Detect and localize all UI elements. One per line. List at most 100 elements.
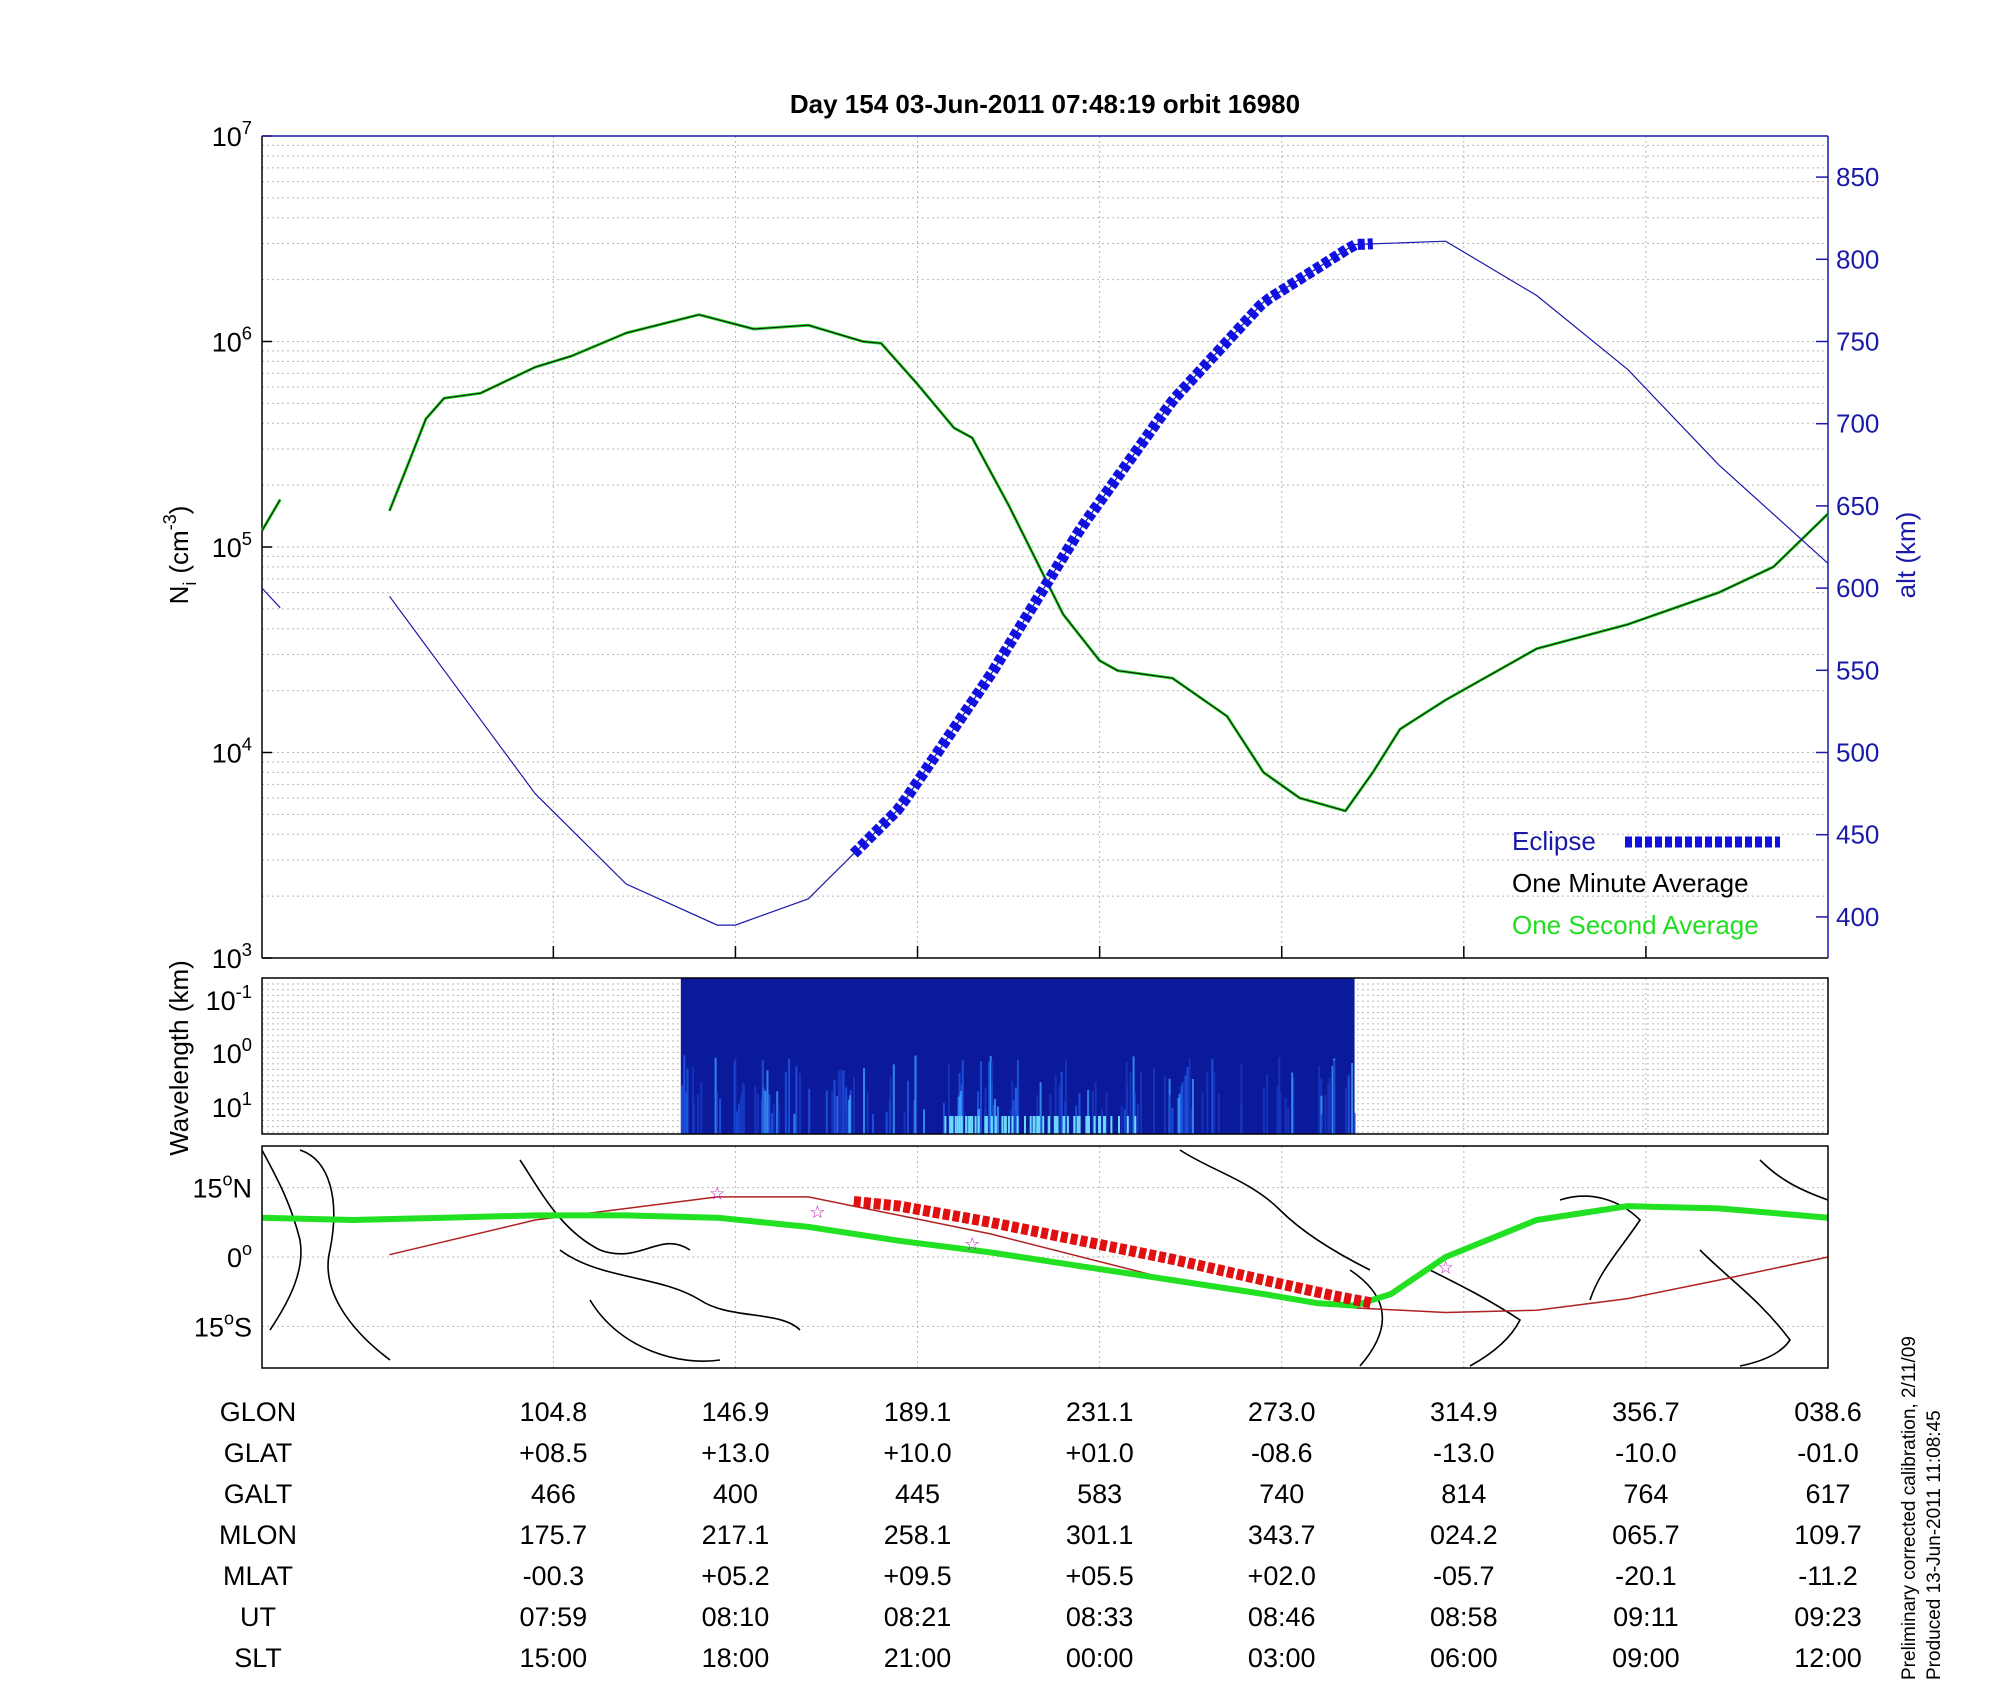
table-cell: +01.0 xyxy=(1065,1438,1133,1468)
spectrogram-streak xyxy=(1348,1074,1351,1134)
spectrogram-streak xyxy=(1240,1063,1243,1134)
spectrogram-streak xyxy=(1105,1091,1108,1134)
spectrogram-streak xyxy=(1153,1068,1155,1134)
y2-tick-label: 550 xyxy=(1836,655,1879,685)
spectrogram-streak xyxy=(1163,1075,1166,1134)
table-cell: 12:00 xyxy=(1794,1643,1862,1673)
spectrogram-bright-streak xyxy=(984,1116,987,1134)
spectrogram-streak xyxy=(738,1101,741,1134)
spectrogram-bright-streak xyxy=(1007,1116,1010,1134)
spectrogram-streak xyxy=(1344,1087,1347,1134)
spectrogram-streak xyxy=(845,1110,847,1134)
spectrogram-streak xyxy=(768,1094,771,1134)
y-tick-label-exp: 6 xyxy=(242,323,252,344)
spectrogram-streak xyxy=(1009,1110,1012,1134)
legend-eclipse-label: Eclipse xyxy=(1512,826,1596,856)
spectrogram-streak xyxy=(1186,1067,1189,1134)
spectrogram-bright-streak xyxy=(1016,1116,1019,1134)
spectrogram-streak xyxy=(1191,1079,1194,1134)
spectrogram-bright-streak xyxy=(1103,1116,1105,1134)
coastline xyxy=(1349,1269,1384,1367)
table-cell: +05.2 xyxy=(701,1561,769,1591)
table-cell: 764 xyxy=(1623,1479,1668,1509)
table-cell: 065.7 xyxy=(1612,1520,1680,1550)
table-row-label: SLT xyxy=(234,1643,282,1673)
spectrogram-bright-streak xyxy=(1093,1116,1096,1134)
table-cell: 08:21 xyxy=(884,1602,952,1632)
coastline xyxy=(261,1149,302,1331)
spectrogram-streak xyxy=(795,1066,798,1134)
table-cell: 109.7 xyxy=(1794,1520,1862,1550)
y-tick-label: 104 xyxy=(212,734,252,769)
spectrogram-bright-streak xyxy=(960,1116,963,1134)
table-cell: -11.2 xyxy=(1798,1561,1858,1591)
table-cell: 18:00 xyxy=(702,1643,770,1673)
table-row-label: GLON xyxy=(220,1397,297,1427)
spectrogram-streak xyxy=(1094,1081,1097,1134)
spectrogram-streak xyxy=(761,1060,764,1134)
track-y-tick-label: 0o xyxy=(227,1239,252,1273)
y2-tick-label: 500 xyxy=(1836,738,1879,768)
y-tick-label-base: 10 xyxy=(212,533,242,563)
y2-tick-label: 600 xyxy=(1836,573,1879,603)
coastline xyxy=(1429,1269,1522,1367)
spectrogram-streak xyxy=(1171,1107,1174,1134)
y-tick-label-exp: 5 xyxy=(242,528,252,549)
eclipse-segment xyxy=(849,238,1374,858)
y-tick-label-exp: 3 xyxy=(242,939,252,960)
spectrogram-bright-streak xyxy=(1104,1116,1107,1134)
spectrogram-streak xyxy=(913,1100,916,1134)
spectrogram-streak xyxy=(989,1056,992,1134)
chart-title: Day 154 03-Jun-2011 07:48:19 orbit 16980 xyxy=(790,89,1300,119)
spectrogram-frame xyxy=(261,977,1829,1135)
track-y-tick-value: 0 xyxy=(227,1243,242,1273)
table-cell: 146.9 xyxy=(702,1397,770,1427)
spectrogram-streak xyxy=(988,1061,991,1134)
spectrogram-streak xyxy=(1101,1108,1104,1134)
spectrogram-bright-streak xyxy=(968,1116,971,1134)
y2-tick-label: 850 xyxy=(1836,162,1879,192)
spectrogram-streak xyxy=(1213,1071,1216,1134)
spectrogram-bright-streak xyxy=(1054,1116,1057,1134)
y2-axis-label: alt (km) xyxy=(1891,512,1921,599)
spectrogram-streak xyxy=(788,1058,791,1134)
spectrogram-streak xyxy=(1129,1071,1132,1134)
track-y-tick-degree: o xyxy=(222,1170,232,1190)
side-note-line-1: Preliminary corrected calibration, 2/11/… xyxy=(1899,1336,1920,1680)
table-row-label: GLAT xyxy=(224,1438,293,1468)
coastline xyxy=(299,1149,391,1361)
table-cell: 06:00 xyxy=(1430,1643,1498,1673)
spectrogram-streak xyxy=(980,1061,982,1134)
spectrogram-streak xyxy=(914,1055,917,1134)
legend-minute-label: One Minute Average xyxy=(1512,868,1749,898)
spectrogram-streak xyxy=(1266,1074,1269,1134)
spectrogram-streak xyxy=(885,1112,888,1134)
spectrogram-streak xyxy=(1351,1063,1354,1134)
spectrogram-streak xyxy=(1292,1078,1295,1134)
track-y-tick-value: 15 xyxy=(192,1174,222,1204)
table-row-label: GALT xyxy=(224,1479,293,1509)
table-cell: 231.1 xyxy=(1066,1397,1134,1427)
spectrogram-streak xyxy=(961,1060,964,1134)
spectrogram-streak xyxy=(784,1071,787,1134)
spectrogram-streak xyxy=(1284,1098,1287,1134)
table-cell: 024.2 xyxy=(1430,1520,1498,1550)
spectrogram-bright-streak xyxy=(985,1116,988,1134)
spectrogram-streak xyxy=(892,1064,895,1134)
table-cell: 617 xyxy=(1805,1479,1850,1509)
table-cell: +10.0 xyxy=(883,1438,951,1468)
table-cell: 314.9 xyxy=(1430,1397,1498,1427)
y-axis-label-part: (cm xyxy=(164,530,194,573)
spectrogram-bright-streak xyxy=(1033,1116,1036,1134)
spectrogram-bright-streak xyxy=(949,1116,952,1134)
spectrogram-bright-streak xyxy=(1126,1116,1129,1134)
track-y-tick-degree: o xyxy=(242,1239,252,1259)
coastline xyxy=(1179,1149,1371,1271)
spectrogram-streak xyxy=(1120,1105,1123,1134)
spectrogram-bright-streak xyxy=(1053,1116,1056,1134)
spectrogram-bright-streak xyxy=(990,1116,993,1134)
y-tick-label: 107 xyxy=(212,117,252,152)
spectrogram-streak xyxy=(766,1070,769,1134)
